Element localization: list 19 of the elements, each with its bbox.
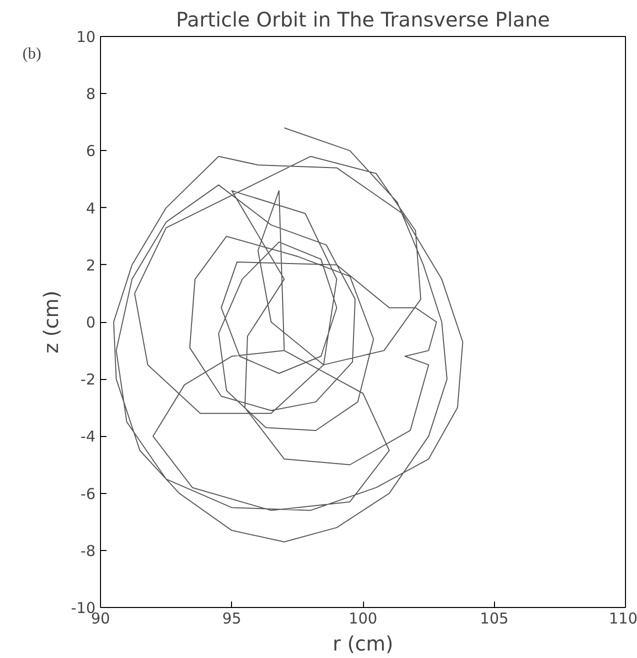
text: (b) — [22, 46, 42, 62]
x-tick-label: 100 — [348, 610, 378, 628]
line-series — [113, 127, 464, 542]
x-axis-title: r (cm) — [332, 632, 394, 656]
y-tick-label: -2 — [80, 370, 96, 389]
y-tick-label: 2 — [86, 256, 96, 274]
y-tick-label: 8 — [86, 85, 96, 104]
y-axis-title: z (cm) — [39, 290, 63, 354]
x-tick-label: 105 — [480, 610, 509, 628]
x-tick-label: 95 — [222, 610, 242, 628]
y-tick-label: 4 — [86, 199, 96, 218]
y-tick-label: -4 — [80, 428, 96, 446]
x-tick-label: 110 — [608, 610, 637, 628]
y-tick-label: -6 — [80, 484, 96, 503]
y-tick-label: -8 — [80, 542, 96, 560]
y-tick-label: 6 — [86, 142, 96, 160]
y-tick-label: 10 — [76, 28, 96, 46]
y-tick-label: 0 — [86, 314, 96, 332]
chart-title: Particle Orbit in The Transverse Plane — [176, 8, 550, 32]
